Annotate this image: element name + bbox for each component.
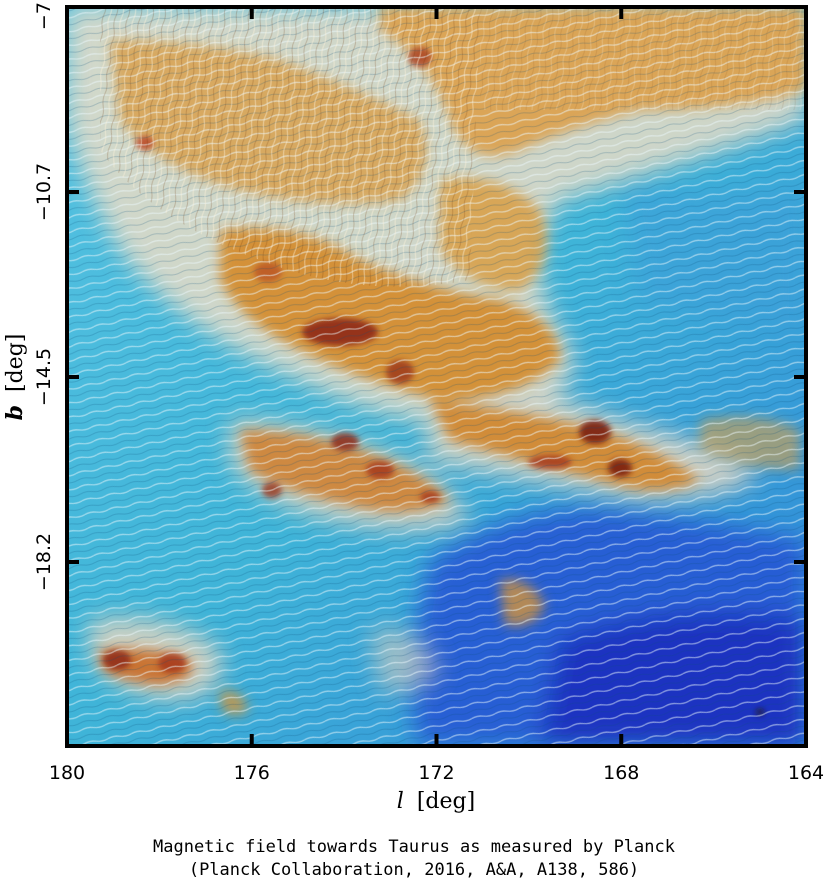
x-tick-label: 168 [603, 762, 639, 784]
y-tick-label: −14.5 [33, 348, 55, 406]
y-tick-label: −7.0 [33, 0, 55, 30]
x-tick-label: 176 [234, 762, 270, 784]
caption-line-2: (Planck Collaboration, 2016, A&A, A138, … [188, 860, 640, 880]
y-tick-label: −10.7 [33, 163, 55, 221]
y-axis-ticks [67, 5, 806, 564]
figure-caption: Magnetic field towards Taurus as measure… [0, 836, 828, 882]
x-axis-label: l [deg] [397, 789, 475, 814]
x-axis-unit: [deg] [417, 789, 475, 814]
x-tick-label: 172 [418, 762, 454, 784]
field-lines-vertical-texture [100, 7, 480, 287]
x-tick-label: 180 [49, 762, 85, 784]
y-axis-label: b [deg] [2, 334, 28, 421]
magnetic-field-map [67, 7, 806, 746]
x-tick-label: 164 [788, 762, 824, 784]
y-tick-label: −18.2 [33, 533, 55, 591]
y-axis-unit: [deg] [3, 334, 28, 392]
x-axis-symbol: l [397, 789, 404, 814]
y-axis-tick-labels: −7.0 −10.7 −14.5 −18.2 [33, 0, 55, 591]
caption-line-1: Magnetic field towards Taurus as measure… [153, 837, 675, 857]
x-axis-tick-labels: 180 176 172 168 164 [49, 762, 824, 784]
y-axis-symbol: b [2, 405, 28, 420]
